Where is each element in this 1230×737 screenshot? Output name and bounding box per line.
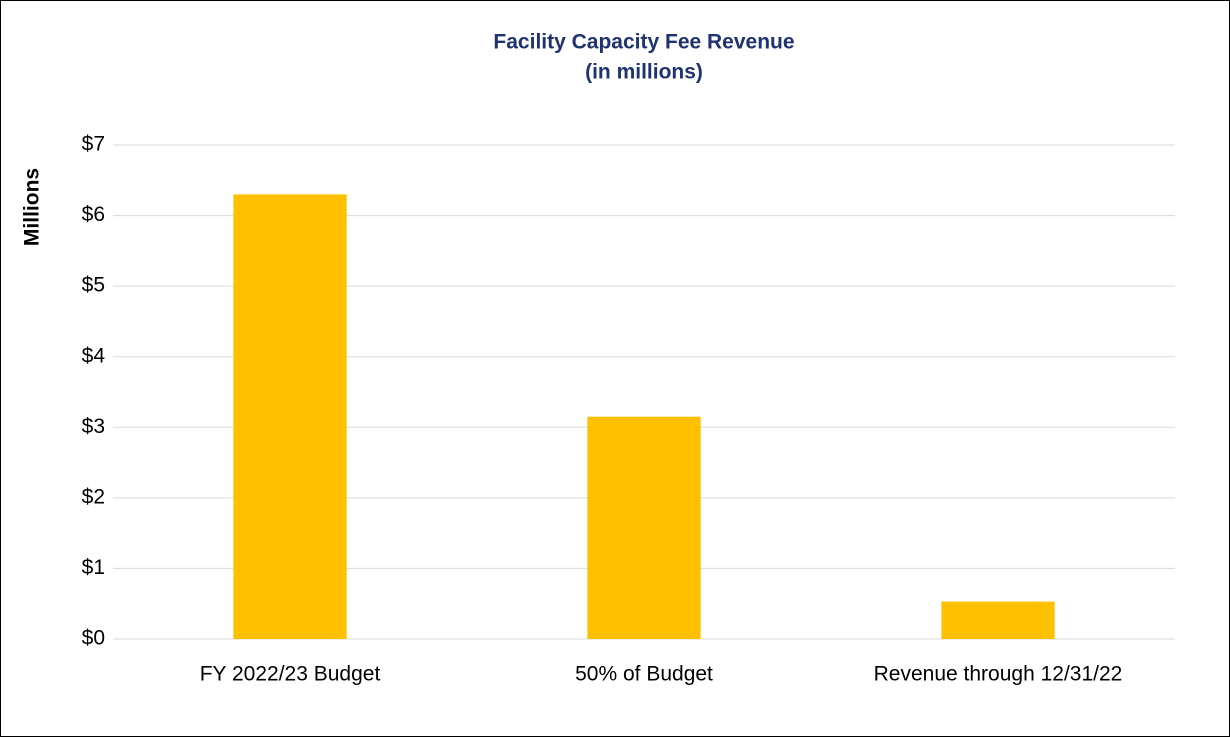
bar bbox=[587, 416, 701, 639]
y-axis-label: Millions bbox=[21, 168, 44, 246]
x-tick-label: FY 2022/23 Budget bbox=[200, 663, 381, 686]
x-tick-label: Revenue through 12/31/22 bbox=[874, 663, 1123, 686]
y-tick-label: $5 bbox=[82, 274, 105, 297]
y-tick-label: $1 bbox=[82, 556, 105, 579]
bar bbox=[941, 601, 1055, 639]
y-tick-label: $3 bbox=[82, 415, 105, 438]
y-tick-label: $0 bbox=[82, 627, 105, 650]
chart-subtitle: (in millions) bbox=[585, 61, 703, 84]
y-tick-label: $6 bbox=[82, 203, 105, 226]
bar bbox=[233, 194, 347, 639]
y-tick-label: $4 bbox=[82, 344, 106, 367]
chart-title: Facility Capacity Fee Revenue bbox=[493, 31, 794, 54]
y-tick-label: $2 bbox=[82, 485, 105, 508]
x-tick-label: 50% of Budget bbox=[575, 663, 713, 686]
y-tick-label: $7 bbox=[82, 133, 105, 156]
